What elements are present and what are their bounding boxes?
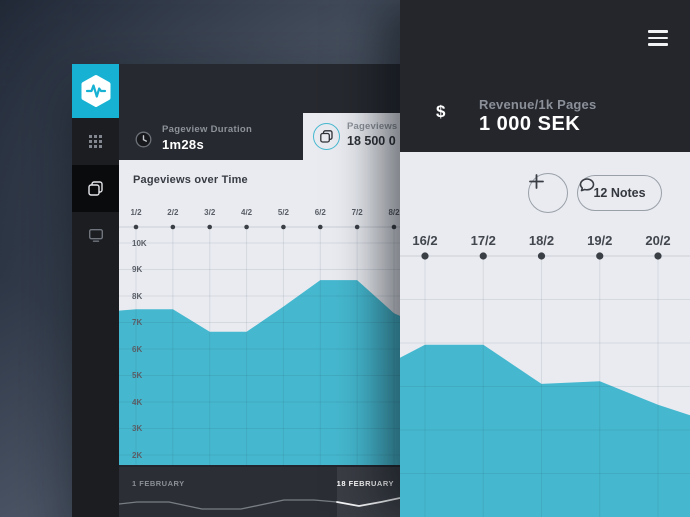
notes-button-label: 12 Notes	[593, 186, 646, 200]
notes-button[interactable]: 12 Notes	[577, 175, 662, 211]
apps-grid-icon	[89, 135, 102, 148]
pageviews-value: 18 500 0	[347, 134, 396, 148]
duration-value: 1m28s	[162, 137, 204, 152]
duration-label: Pageview Duration	[162, 124, 253, 135]
app-logo	[72, 64, 119, 118]
date-tick-label: 20/2	[645, 233, 671, 248]
sidebar-item-pages[interactable]	[72, 165, 119, 212]
date-tick-label: 17/2	[470, 233, 496, 248]
y-tick-label: 8K	[132, 291, 143, 301]
date-tick-label: 16/2	[412, 233, 438, 248]
revenue-window: $ Revenue/1k Pages 1 000 SEK 12 Notes 16…	[400, 0, 690, 517]
revenue-metric-label: Revenue/1k Pages	[479, 97, 597, 112]
pageviews-label: Pageviews	[347, 121, 398, 132]
x-tick-label: 8/2	[388, 208, 400, 217]
timeline-end-label: 18 FEBRUARY	[336, 479, 394, 488]
x-tick-label: 6/2	[314, 208, 326, 217]
y-tick-label: 4K	[132, 397, 143, 407]
menu-icon[interactable]	[648, 30, 668, 50]
sidebar-item-apps[interactable]	[72, 118, 119, 165]
y-tick-label: 2K	[132, 450, 143, 460]
x-tick-label: 3/2	[204, 208, 216, 217]
analytics-window: Pageview Duration 1m28s Pageviews 18 500…	[72, 64, 400, 517]
revenue-metric-value: 1 000 SEK	[479, 113, 581, 135]
timeline-selected-range[interactable]	[337, 467, 400, 517]
tab-pageviews[interactable]: Pageviews 18 500 0	[303, 113, 400, 160]
right-window-header: $ Revenue/1k Pages 1 000 SEK	[400, 0, 690, 152]
x-tick-label: 1/2	[130, 208, 142, 217]
pulse-logo-icon	[81, 75, 110, 107]
pageview-duration-metric[interactable]: Pageview Duration 1m28s	[135, 124, 252, 153]
dollar-icon: $	[436, 102, 446, 121]
pageviews-area-chart	[119, 224, 400, 465]
left-window-header: Pageview Duration 1m28s Pageviews 18 500…	[119, 64, 400, 160]
date-tick-label: 19/2	[587, 233, 613, 248]
x-tick-label: 4/2	[241, 208, 253, 217]
y-tick-label: 3K	[132, 424, 143, 433]
x-tick-label: 5/2	[277, 208, 289, 217]
x-tick-label: 7/2	[351, 208, 363, 217]
pages-copy-icon	[88, 181, 103, 196]
pageviews-chart-area: Pageviews over Time 1/2 2/2 3/2 4/2 5/2 6/2 7/…	[119, 160, 400, 465]
timeline-start-label: 1 FEBRUARY	[132, 479, 185, 488]
y-tick-label: 7K	[132, 318, 143, 327]
clock-icon	[135, 131, 152, 153]
plus-icon	[529, 174, 544, 189]
y-tick-label: 9K	[132, 265, 143, 274]
pageviews-tab-icon	[313, 123, 340, 150]
y-tick-label: 10K	[132, 238, 147, 248]
sidebar-item-devices[interactable]	[72, 212, 119, 259]
x-tick-label: 2/2	[167, 208, 179, 217]
y-tick-label: 6K	[132, 344, 143, 354]
monitor-icon	[88, 229, 103, 242]
y-tick-label: 5K	[132, 371, 143, 380]
sidebar-nav	[72, 118, 119, 259]
date-tick-label: 18/2	[528, 233, 555, 248]
add-note-button[interactable]	[528, 173, 568, 213]
chart-title: Pageviews over Time	[133, 174, 248, 186]
sidebar	[72, 64, 119, 517]
revenue-chart-area: 12 Notes 16/2 17/2 18/2 19/2 20/2	[400, 152, 690, 517]
date-range-timeline[interactable]: 1 FEBRUARY 18 FEBRUARY	[119, 465, 400, 517]
